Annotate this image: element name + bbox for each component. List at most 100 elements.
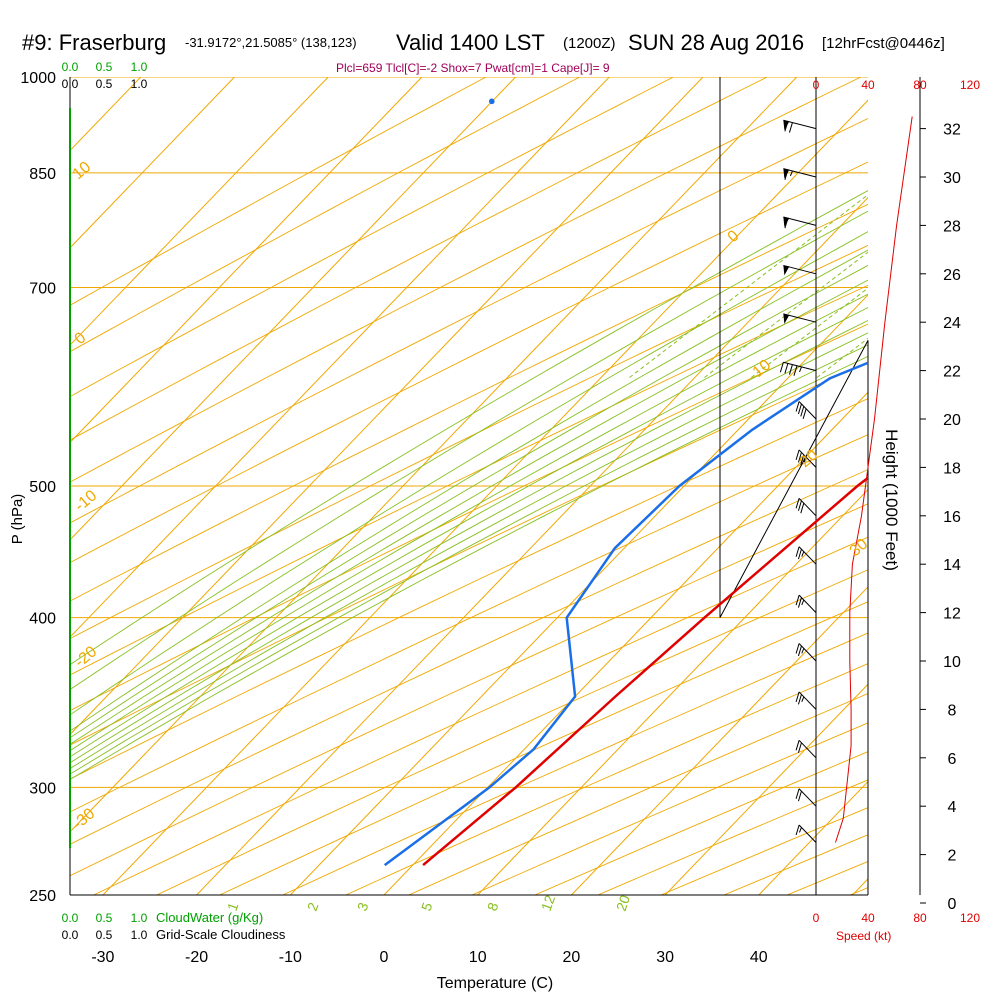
height-tick: 16 xyxy=(943,509,961,526)
dry-adiabat xyxy=(70,284,868,676)
temperature-tick: 40 xyxy=(750,949,768,966)
wind-barb xyxy=(783,313,817,324)
barb-half-flag xyxy=(801,599,805,606)
valid-date: SUN 28 Aug 2016 xyxy=(628,30,804,55)
sounding-indices: Plcl=659 Tlcl[C]=-2 Shox=7 Pwat[cm]=1 Ca… xyxy=(336,61,610,75)
barb-staff xyxy=(798,497,817,517)
height-tick: 20 xyxy=(943,412,961,429)
surface-dewpoint-point: ● xyxy=(488,93,496,108)
speed-tick-bottom: 0 xyxy=(813,911,820,925)
isotherm-line xyxy=(102,99,868,895)
height-tick: 2 xyxy=(948,848,957,865)
isotherm-line xyxy=(196,196,868,895)
dry-adiabat xyxy=(70,117,868,524)
height-tick: 32 xyxy=(943,122,961,139)
dry-adiabat xyxy=(93,536,868,895)
cloud-water-tick-bottom: 0.0 xyxy=(62,911,79,925)
moist-adiabat xyxy=(70,279,868,745)
height-tick: 30 xyxy=(943,170,961,187)
barb-flag xyxy=(797,645,802,657)
barb-flag xyxy=(797,742,802,753)
barb-flag xyxy=(795,824,800,836)
wind-barb xyxy=(795,401,817,420)
grid-layer xyxy=(70,77,1000,895)
barb-half-flag xyxy=(803,457,807,463)
dry-adiabat xyxy=(70,203,868,602)
moist-adiabat xyxy=(70,332,868,770)
isotherm-label: 0 xyxy=(72,329,90,348)
wind-barb xyxy=(795,788,817,807)
barb-flag xyxy=(800,406,805,417)
station-title: #9: Fraserburg xyxy=(22,30,166,55)
isotherm-label: -10 xyxy=(72,487,101,515)
wind-barb xyxy=(795,449,817,468)
height-tick: 0 xyxy=(948,896,957,913)
valid-time: Valid 1400 LST xyxy=(396,30,545,55)
moist-adiabat xyxy=(70,210,868,691)
mixing-ratio-label: 3 xyxy=(354,900,372,913)
barb-flag xyxy=(784,169,789,180)
height-tick: 28 xyxy=(943,218,961,235)
height-tick: 22 xyxy=(943,364,961,381)
isotherm-line xyxy=(70,77,235,249)
barb-flag xyxy=(800,454,805,465)
dry-adiabat xyxy=(70,469,868,845)
moist-adiabat xyxy=(70,190,868,666)
pressure-tick: 400 xyxy=(29,611,56,628)
cloudiness-tick-top: 0.5 xyxy=(96,77,113,91)
temperature-tick: -30 xyxy=(91,949,114,966)
barb-flag xyxy=(797,597,802,608)
height-tick: 26 xyxy=(943,267,961,284)
height-tick: 10 xyxy=(943,654,961,671)
isotherm-line xyxy=(477,488,868,895)
series-temperature-line xyxy=(422,476,868,867)
barb-staff xyxy=(798,401,817,420)
barb-staff xyxy=(783,361,817,372)
mixing-ratio-line xyxy=(881,77,1000,378)
barb-flag xyxy=(800,503,805,514)
speed-tick-top: 80 xyxy=(913,78,927,92)
barb-flag xyxy=(797,791,802,802)
dry-adiabat xyxy=(849,887,868,895)
barb-flag xyxy=(788,364,793,375)
series-dewpoint-line xyxy=(383,361,868,867)
barb-half-flag xyxy=(789,170,793,177)
pressure-tick: 250 xyxy=(29,888,56,905)
station-coords: -31.9172°,21.5085° (138,123) xyxy=(185,35,357,50)
barb-flag xyxy=(788,122,793,133)
dry-adiabat xyxy=(70,77,768,441)
isotherm-line xyxy=(946,77,1000,895)
x-axis-title: Temperature (C) xyxy=(437,975,553,992)
wind-barb xyxy=(779,361,817,376)
barb-staff xyxy=(798,449,817,468)
wind-barb xyxy=(795,594,817,613)
mixing-ratio-label: 2 xyxy=(304,900,322,913)
barb-half-flag xyxy=(801,551,805,557)
barb-flag xyxy=(795,546,800,557)
frame-layer xyxy=(69,77,926,904)
wind-barb xyxy=(783,264,817,276)
cloud-water-tick-top: 1.0 xyxy=(131,60,148,74)
dry-adiabat xyxy=(70,77,581,353)
dry-adiabat xyxy=(70,503,868,877)
moist-adiabat xyxy=(70,249,868,732)
dry-adiabat xyxy=(70,77,862,483)
speed-tick-bottom: 120 xyxy=(960,911,980,925)
moist-adiabat xyxy=(70,264,868,739)
barb-staff xyxy=(798,643,817,662)
cloud-water-tick-bottom: 1.0 xyxy=(131,911,148,925)
wind-barb xyxy=(795,643,817,662)
mixing-ratio-label: 20 xyxy=(613,893,633,913)
isotherm-line xyxy=(70,77,423,444)
pressure-tick: 850 xyxy=(29,166,56,183)
cloudiness-label: Grid-Scale Cloudiness xyxy=(156,927,286,942)
temperature-tick: -20 xyxy=(185,949,208,966)
dry-adiabat xyxy=(282,632,868,895)
speed-tick-bottom: 80 xyxy=(913,911,927,925)
isotherm-line xyxy=(70,77,798,833)
height-tick: 8 xyxy=(948,702,957,719)
wind-barb xyxy=(783,119,817,133)
mixing-ratio-line xyxy=(628,194,868,379)
barb-half-flag xyxy=(801,696,805,702)
